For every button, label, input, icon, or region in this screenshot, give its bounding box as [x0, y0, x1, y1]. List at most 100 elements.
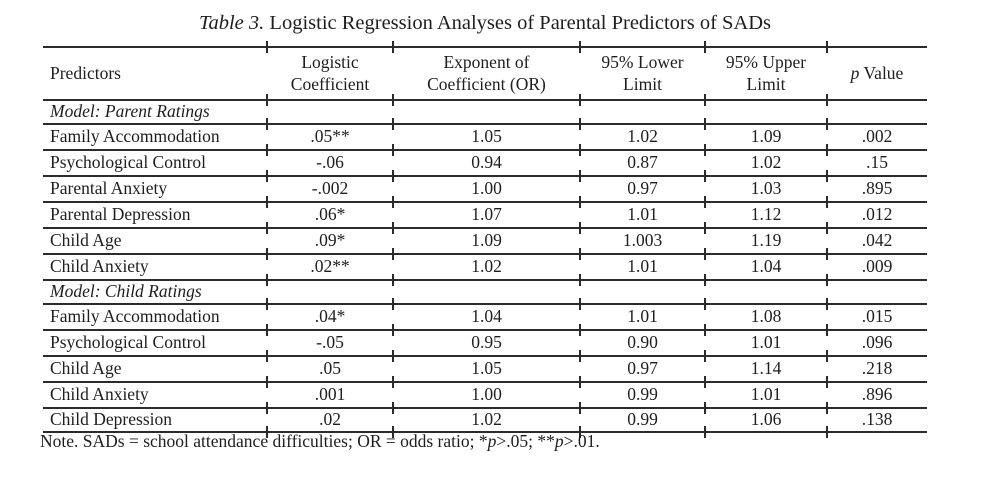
or-cell: 1.02 [392, 247, 580, 279]
predictor-cell: Child Age [43, 354, 267, 381]
upper-limit-cell: 1.12 [704, 195, 827, 227]
coefficient-cell: .05 [266, 349, 393, 381]
table-row: Parental Depression .06* 1.07 1.01 1.12 … [43, 195, 927, 227]
p-value-cell: .15 [826, 143, 927, 175]
lower-limit-cell: 0.99 [579, 401, 705, 438]
coefficient-cell: -.05 [266, 323, 393, 355]
lower-limit-cell: 1.01 [579, 297, 705, 329]
or-cell: 1.07 [392, 195, 580, 227]
or-cell: 1.09 [392, 221, 580, 253]
table-title-text: Logistic Regression Analyses of Parental… [264, 12, 772, 34]
table-row: Child Anxiety .001 1.00 0.99 1.01 .896 [43, 375, 927, 407]
lower-limit-cell: 1.01 [579, 247, 705, 279]
coefficient-cell: .09* [266, 221, 393, 253]
table-row: Child Anxiety .02** 1.02 1.01 1.04 .009 [43, 247, 927, 279]
or-cell: 1.04 [392, 297, 580, 329]
or-cell: 0.95 [392, 323, 580, 355]
section-label: Model: Parent Ratings [43, 99, 267, 123]
predictor-cell: Family Accommodation [43, 122, 267, 149]
table-title: Table 3. Logistic Regression Analyses of… [43, 12, 927, 35]
p-value-cell: .138 [826, 401, 927, 438]
table-title-number: Table 3. [198, 12, 265, 34]
table-body: Model: Parent Ratings Family Accommodati… [43, 94, 927, 438]
table-row: Family Accommodation .05** 1.05 1.02 1.0… [43, 117, 927, 149]
or-cell: 1.05 [392, 117, 580, 149]
lower-limit-cell: 0.97 [579, 349, 705, 381]
lower-limit-cell: 1.003 [579, 221, 705, 253]
table-row: Child Age .05 1.05 0.97 1.14 .218 [43, 349, 927, 381]
coefficient-cell: .02 [266, 401, 393, 438]
upper-limit-cell: 1.06 [704, 401, 827, 438]
upper-limit-cell: 1.14 [704, 349, 827, 381]
predictor-cell: Child Anxiety [43, 380, 267, 407]
or-cell: 1.00 [392, 375, 580, 407]
coefficient-cell: -.002 [266, 169, 393, 201]
predictor-cell: Child Depression [43, 406, 267, 433]
predictor-cell: Psychological Control [43, 328, 267, 355]
p-symbol: p [554, 431, 564, 451]
p-value-cell: .015 [826, 297, 927, 329]
predictor-cell: Parental Anxiety [43, 174, 267, 201]
coefficient-cell: .02** [266, 247, 393, 279]
lower-limit-cell: 1.02 [579, 117, 705, 149]
or-cell: 1.00 [392, 169, 580, 201]
p-value-cell: .096 [826, 323, 927, 355]
coefficient-cell: .05** [266, 117, 393, 149]
column-header-logistic-coefficient: Logistic Coefficient [266, 41, 393, 99]
p-value-cell: .012 [826, 195, 927, 227]
lower-limit-cell: 0.87 [579, 143, 705, 175]
or-cell: 0.94 [392, 143, 580, 175]
p-value-cell: .042 [826, 221, 927, 253]
table-row: Psychological Control -.05 0.95 0.90 1.0… [43, 323, 927, 355]
predictor-cell: Child Anxiety [43, 252, 267, 279]
section-label: Model: Child Ratings [43, 278, 267, 303]
table-header: Predictors Logistic Coefficient Exponent… [43, 41, 927, 99]
p-value-cell: .009 [826, 247, 927, 279]
p-value-cell: .218 [826, 349, 927, 381]
upper-limit-cell: 1.09 [704, 117, 827, 149]
note-text: Note. SADs = school attendance difficult… [40, 431, 488, 451]
table-row: Family Accommodation .04* 1.04 1.01 1.08… [43, 297, 927, 329]
p-value-cell: .895 [826, 169, 927, 201]
or-cell: 1.02 [392, 401, 580, 438]
p-symbol: p [487, 431, 497, 451]
lower-limit-cell: 1.01 [579, 195, 705, 227]
table-row: Child Age .09* 1.09 1.003 1.19 .042 [43, 221, 927, 253]
p-value-cell: .002 [826, 117, 927, 149]
column-header-predictors: Predictors [43, 46, 267, 99]
regression-table: Predictors Logistic Coefficient Exponent… [43, 41, 927, 438]
predictor-cell: Family Accommodation [43, 302, 267, 329]
coefficient-cell: -.06 [266, 143, 393, 175]
upper-limit-cell: 1.19 [704, 221, 827, 253]
table-note: Note. SADs = school attendance difficult… [40, 431, 600, 452]
p-value-cell: .896 [826, 375, 927, 407]
header-row: Predictors Logistic Coefficient Exponent… [43, 41, 927, 99]
column-header-lower-limit: 95% Lower Limit [579, 41, 705, 99]
column-header-upper-limit: 95% Upper Limit [704, 41, 827, 99]
section-row-child-ratings: Model: Child Ratings [43, 273, 927, 303]
table-row: Parental Anxiety -.002 1.00 0.97 1.03 .8… [43, 169, 927, 201]
lower-limit-cell: 0.90 [579, 323, 705, 355]
lower-limit-cell: 0.99 [579, 375, 705, 407]
coefficient-cell: .001 [266, 375, 393, 407]
coefficient-cell: .04* [266, 297, 393, 329]
p-symbol: p [850, 62, 860, 83]
upper-limit-cell: 1.03 [704, 169, 827, 201]
or-cell: 1.05 [392, 349, 580, 381]
table-row: Psychological Control -.06 0.94 0.87 1.0… [43, 143, 927, 175]
column-header-exponent: Exponent of Coefficient (OR) [392, 41, 580, 99]
upper-limit-cell: 1.08 [704, 297, 827, 329]
note-text: >.01. [563, 431, 600, 451]
upper-limit-cell: 1.04 [704, 247, 827, 279]
predictor-cell: Child Age [43, 226, 267, 253]
upper-limit-cell: 1.01 [704, 323, 827, 355]
predictor-cell: Psychological Control [43, 148, 267, 175]
table-row: Child Depression .02 1.02 0.99 1.06 .138 [43, 401, 927, 438]
upper-limit-cell: 1.01 [704, 375, 827, 407]
p-value-label: Value [859, 62, 904, 83]
lower-limit-cell: 0.97 [579, 169, 705, 201]
note-text: >.05; ** [496, 431, 555, 451]
column-header-p-value: p Value [826, 41, 927, 99]
upper-limit-cell: 1.02 [704, 143, 827, 175]
coefficient-cell: .06* [266, 195, 393, 227]
